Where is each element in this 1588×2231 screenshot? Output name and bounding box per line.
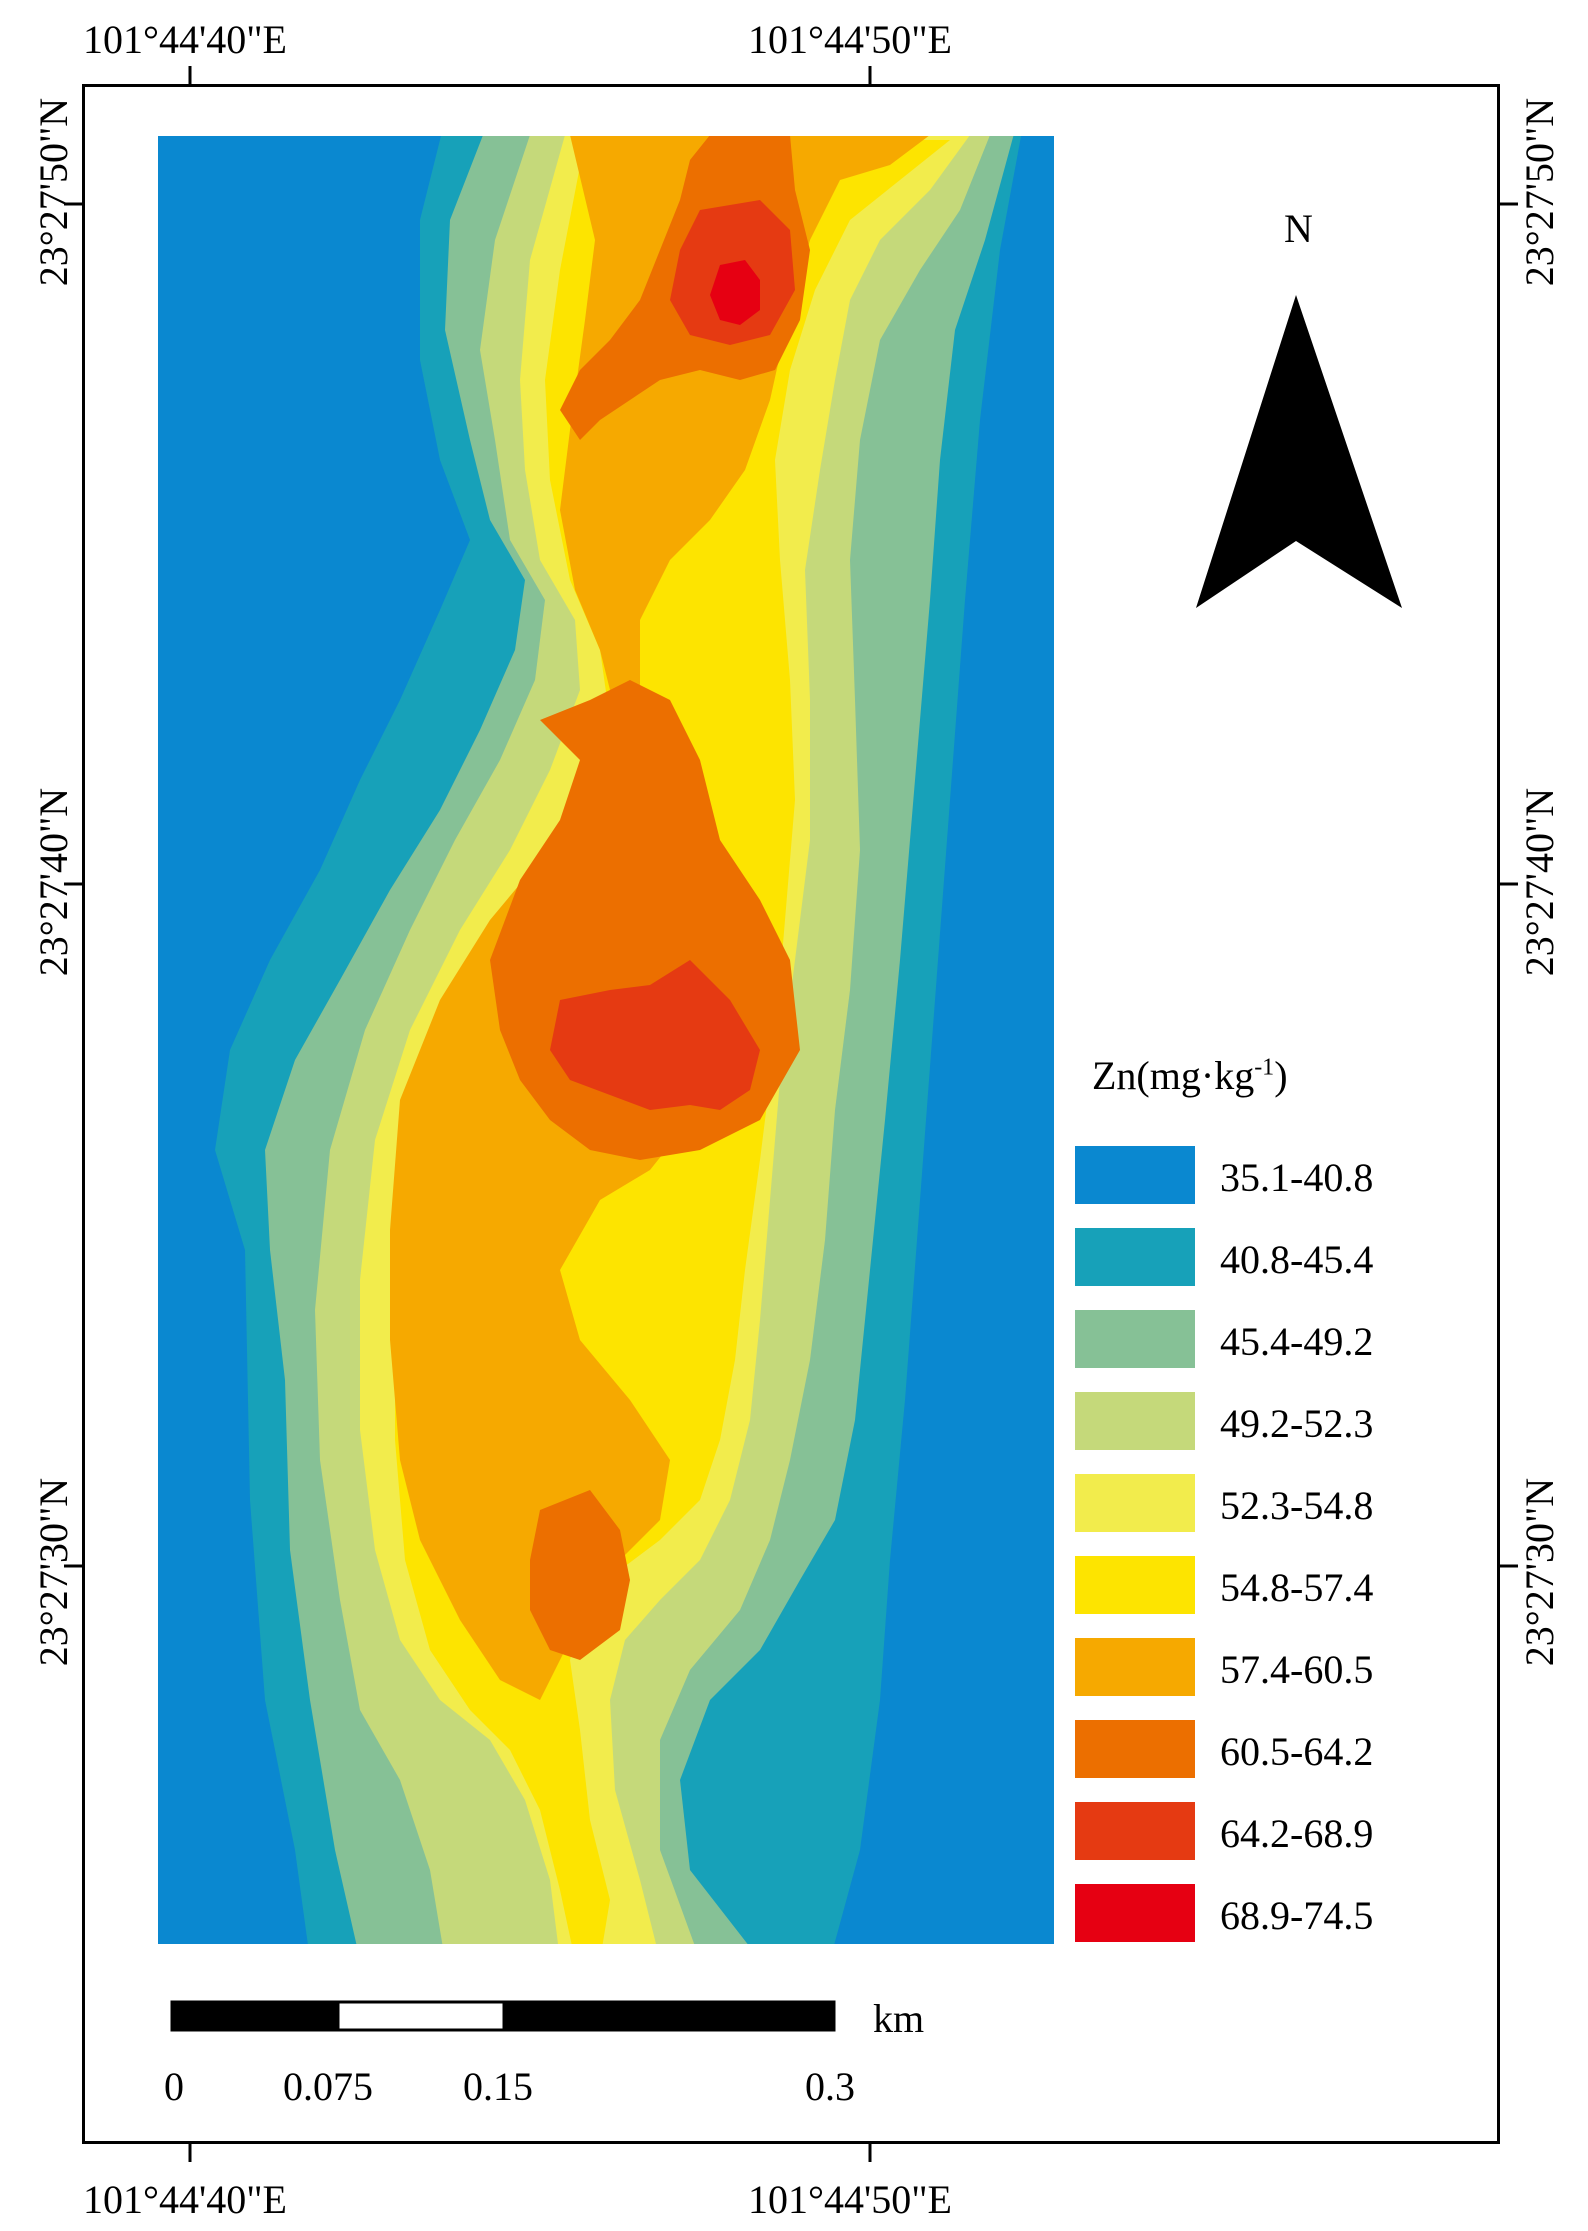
legend-label: 52.3-54.8	[1220, 1483, 1374, 1528]
scale-unit-label: km	[873, 1996, 925, 2041]
legend-swatch	[1075, 1392, 1195, 1450]
scale-tick-03: 0.3	[805, 2064, 855, 2109]
scale-tick-0075: 0.075	[283, 2064, 373, 2109]
legend-label: 57.4-60.5	[1220, 1647, 1374, 1692]
north-label: N	[1284, 206, 1313, 251]
zone-68-74	[710, 260, 760, 325]
legend-label: 45.4-49.2	[1220, 1319, 1374, 1364]
legend-label: 35.1-40.8	[1220, 1155, 1374, 1200]
legend-swatch	[1075, 1474, 1195, 1532]
scale-tick-015: 0.15	[463, 2064, 533, 2109]
legend-label: 60.5-64.2	[1220, 1729, 1374, 1774]
legend-label: 49.2-52.3	[1220, 1401, 1374, 1446]
legend-swatch	[1075, 1146, 1195, 1204]
zone-60-64	[490, 136, 810, 1660]
legend-label: 54.8-57.4	[1220, 1565, 1374, 1610]
legend-swatch	[1075, 1720, 1195, 1778]
zn-contour-map	[158, 136, 1054, 1944]
map-frame	[82, 84, 1500, 2144]
north-arrow-icon	[1196, 295, 1402, 608]
frame-ticks	[64, 66, 1518, 2162]
legend-swatch	[1075, 1556, 1195, 1614]
zone-64-68	[550, 200, 795, 1110]
legend-label: 40.8-45.4	[1220, 1237, 1374, 1282]
bottom-lon-label-2: 101°44'50"E	[748, 2177, 952, 2222]
legend-swatch	[1075, 1802, 1195, 1860]
top-lon-label-1: 101°44'40"E	[83, 17, 287, 62]
legend-swatch	[1075, 1310, 1195, 1368]
top-lon-label-2: 101°44'50"E	[748, 17, 952, 62]
legend-label: 64.2-68.9	[1220, 1811, 1374, 1856]
legend-label: 68.9-74.5	[1220, 1893, 1374, 1938]
legend-swatch	[1075, 1228, 1195, 1286]
legend-swatch	[1075, 1884, 1195, 1942]
scale-bar	[170, 2000, 836, 2032]
scale-tick-0: 0	[164, 2064, 184, 2109]
legend-swatch	[1075, 1638, 1195, 1696]
legend-title: Zn(mg·kg-1)	[1092, 1053, 1288, 1098]
bottom-lon-label-1: 101°44'40"E	[83, 2177, 287, 2222]
